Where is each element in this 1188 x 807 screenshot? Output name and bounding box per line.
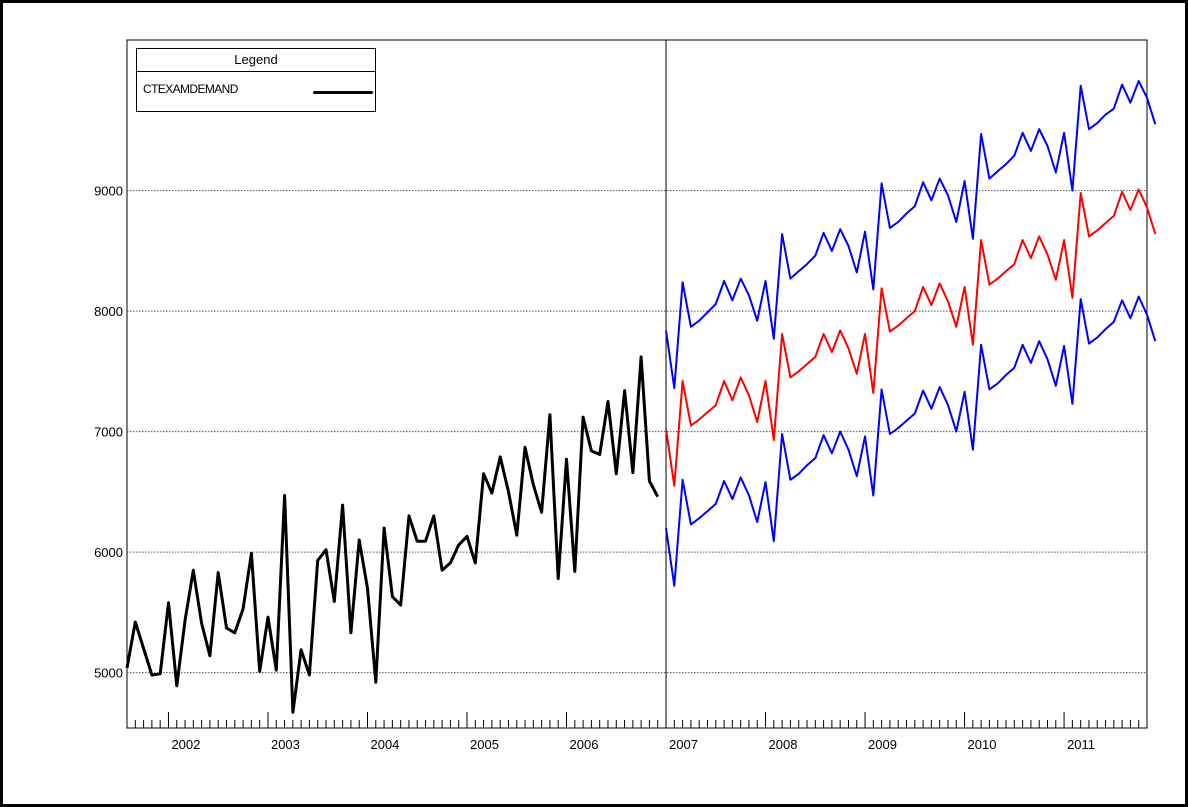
x-tick-label: 2006 xyxy=(570,737,599,752)
y-tick-label: 5000 xyxy=(94,666,123,681)
x-tick-label: 2009 xyxy=(868,737,897,752)
series-line xyxy=(665,188,1157,487)
x-tick-label: 2008 xyxy=(769,737,798,752)
x-tick-label: 2011 xyxy=(1067,737,1095,752)
y-tick-label: 7000 xyxy=(94,425,123,440)
y-tick-label: 6000 xyxy=(94,545,123,560)
legend-entry-label: CTEXAMDEMAND xyxy=(143,82,238,96)
x-tick-label: 2002 xyxy=(171,737,200,752)
series-line xyxy=(665,295,1157,587)
legend-entry: CTEXAMDEMAND xyxy=(137,72,375,112)
x-tick-label: 2005 xyxy=(470,737,499,752)
y-tick-label: 9000 xyxy=(94,184,123,199)
series-line xyxy=(125,355,660,714)
legend: Legend CTEXAMDEMAND xyxy=(136,48,376,112)
legend-title: Legend xyxy=(137,49,375,72)
plot-area xyxy=(126,39,1148,729)
x-tick-label: 2004 xyxy=(370,737,399,752)
x-tick-label: 2007 xyxy=(669,737,698,752)
series-line xyxy=(665,80,1157,390)
legend-line-swatch xyxy=(313,91,373,94)
x-tick-label: 2003 xyxy=(271,737,300,752)
x-tick-label: 2010 xyxy=(968,737,997,752)
y-tick-label: 8000 xyxy=(94,304,123,319)
